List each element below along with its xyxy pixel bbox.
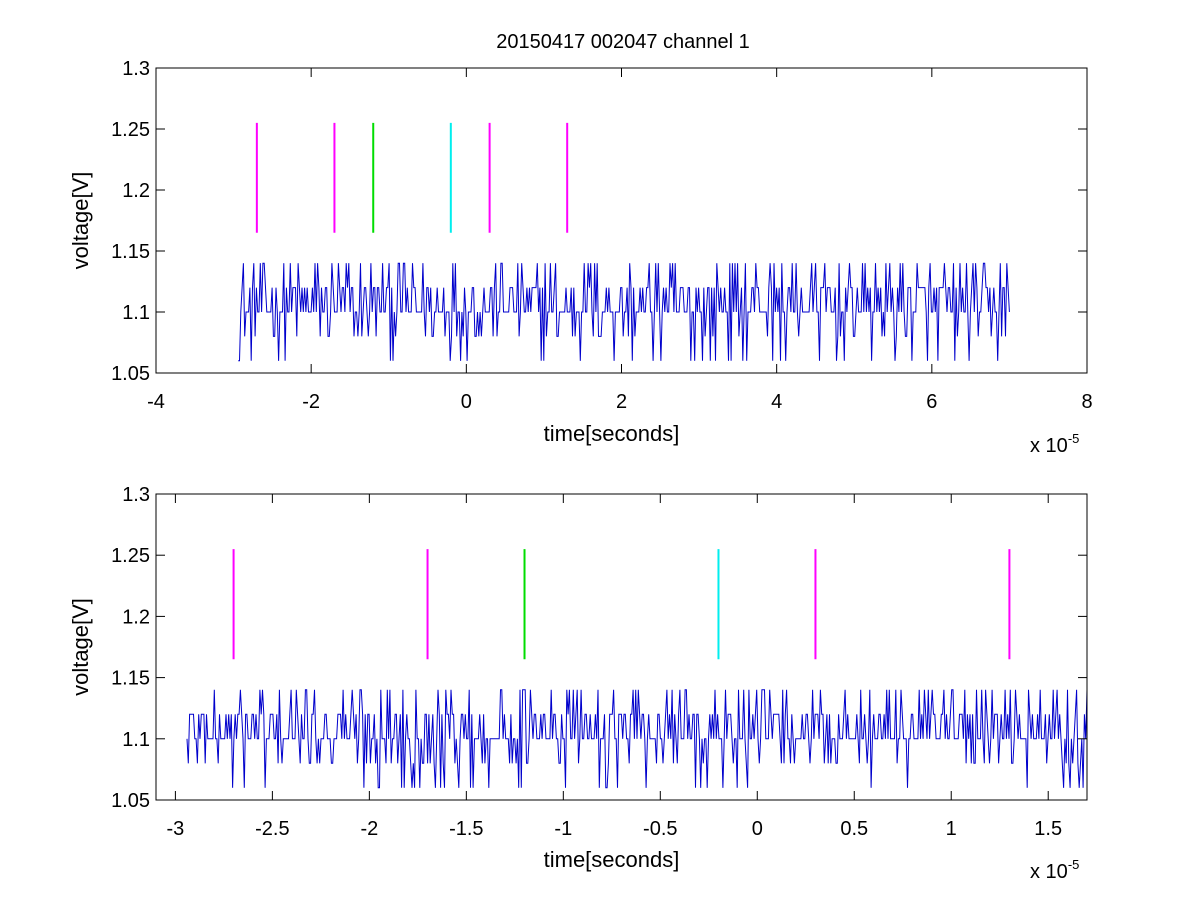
top-axes-box <box>155 67 1088 374</box>
top-event-markers <box>255 122 569 233</box>
top-y-axis-label: voltage[V] <box>68 172 93 270</box>
top-x-axis-label: time[seconds] <box>544 421 680 446</box>
top-tick-marks <box>155 67 1088 374</box>
bottom-x-multiplier-base: x 10 <box>1030 861 1068 883</box>
bottom-y-tick-label: 1.2 <box>122 606 150 628</box>
top-x-tick-label: 2 <box>616 391 627 413</box>
bottom-x-tick-label: -1.5 <box>449 818 483 840</box>
bottom-x-tick-label: 1 <box>946 818 957 840</box>
top-x-multiplier-base: x 10 <box>1030 435 1068 457</box>
top-y-tick-label: 1.15 <box>111 241 150 263</box>
bottom-subplot: -3 -2.5 -2 -1.5 -1 -0.5 0 0.5 1 1.5 1.051.11.151.… <box>68 484 1088 883</box>
bottom-x-multiplier-exponent: -5 <box>1068 857 1080 872</box>
bottom-y-tick-labels: 1.05 1.1 1.15 1.2 1.25 1.3 <box>111 484 150 812</box>
bottom-y-tick-label: 1.05 <box>111 790 150 812</box>
top-x-tick-labels: -4 -2 0 2 4 6 8 <box>147 391 1092 413</box>
bottom-x-multiplier: x 10-5 <box>1030 857 1079 883</box>
bottom-axes-box <box>155 493 1088 801</box>
bottom-signal-trace <box>186 689 1088 789</box>
bottom-y-tick-label: 1.1 <box>122 729 150 751</box>
bottom-x-tick-label: -2.5 <box>255 818 289 840</box>
top-x-tick-label: 8 <box>1081 391 1092 413</box>
bottom-event-markers <box>232 549 1011 660</box>
bottom-x-tick-label: -3 <box>166 818 184 840</box>
bottom-y-tick-label: 1.25 <box>111 545 150 567</box>
bottom-signal-line <box>186 689 1088 789</box>
bottom-y-tick-label: 1.15 <box>111 668 150 690</box>
bottom-x-tick-labels: -3 -2.5 -2 -1.5 -1 -0.5 0 0.5 1 1.5 <box>166 818 1062 840</box>
bottom-y-tick-label: 1.3 <box>122 484 150 506</box>
bottom-x-tick-label: 1.5 <box>1034 818 1062 840</box>
bottom-x-tick-label: -2 <box>360 818 378 840</box>
top-y-tick-label: 1.1 <box>122 302 150 324</box>
top-x-tick-label: 0 <box>461 391 472 413</box>
bottom-y-axis-label: voltage[V] <box>68 598 93 696</box>
top-x-tick-label: -2 <box>302 391 320 413</box>
figure-title: 20150417 002047 channel 1 <box>496 31 750 53</box>
bottom-x-tick-label: -1 <box>554 818 572 840</box>
top-signal-line <box>238 262 1010 362</box>
top-x-tick-label: 4 <box>771 391 782 413</box>
bottom-x-tick-label: 0.5 <box>840 818 868 840</box>
bottom-x-tick-label: 0 <box>752 818 763 840</box>
bottom-x-axis-label: time[seconds] <box>544 847 680 872</box>
top-y-tick-label: 1.3 <box>122 58 150 80</box>
top-x-tick-label: -4 <box>147 391 165 413</box>
top-y-tick-label: 1.05 <box>111 363 150 385</box>
top-x-multiplier-exponent: -5 <box>1068 431 1080 446</box>
top-subplot: -4 -2 0 2 4 6 8 1.05 1.1 1.15 1.2 1.25 1.3 time[sec… <box>68 58 1093 457</box>
top-y-tick-labels: 1.05 1.1 1.15 1.2 1.25 1.3 <box>111 58 150 385</box>
top-y-tick-label: 1.2 <box>122 180 150 202</box>
top-y-tick-label: 1.25 <box>111 119 150 141</box>
top-x-multiplier: x 10-5 <box>1030 431 1079 457</box>
top-signal-trace <box>238 262 1010 362</box>
bottom-x-tick-label: -0.5 <box>643 818 677 840</box>
bottom-tick-marks <box>156 493 1087 801</box>
top-x-tick-label: 6 <box>926 391 937 413</box>
